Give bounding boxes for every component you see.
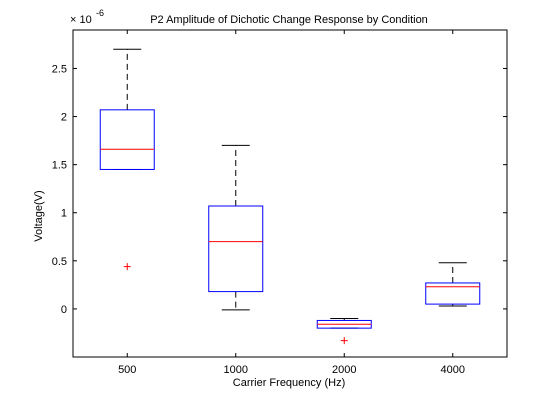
box-iqr [208, 205, 264, 293]
box-iqr [99, 109, 155, 170]
plot-area-frame [72, 29, 508, 358]
y-tick-label: 2 [61, 112, 67, 124]
x-tick-label: 2000 [332, 364, 356, 376]
y-tick-label: 0 [61, 304, 67, 316]
box-series [99, 48, 481, 345]
x-tick-label: 500 [118, 364, 136, 376]
box-500 [99, 48, 155, 271]
y-tick-label: 1 [61, 208, 67, 220]
y-multiplier: × 10 [70, 14, 92, 26]
box-2000 [316, 318, 372, 345]
y-tick-label: 0.5 [52, 256, 67, 268]
x-tick-label: 4000 [441, 364, 465, 376]
y-tick-label: 2.5 [52, 63, 67, 75]
y-exponent: -6 [96, 8, 104, 18]
y-axis-ticks: 0 0.5 1 1.5 2 2.5 [52, 63, 507, 316]
outlier-marker [340, 337, 348, 345]
y-axis-label: Voltage(V) [33, 190, 45, 241]
box-iqr [425, 282, 481, 305]
y-tick-label: 1.5 [52, 160, 67, 172]
x-axis-label: Carrier Frequency (Hz) [233, 377, 345, 389]
x-tick-label: 1000 [224, 364, 248, 376]
chart-title: P2 Amplitude of Dichotic Change Response… [150, 14, 428, 26]
outlier-marker [123, 263, 131, 271]
x-axis-ticks: 500 1000 2000 4000 [118, 30, 465, 376]
box-1000 [208, 144, 264, 311]
box-4000 [425, 262, 481, 307]
